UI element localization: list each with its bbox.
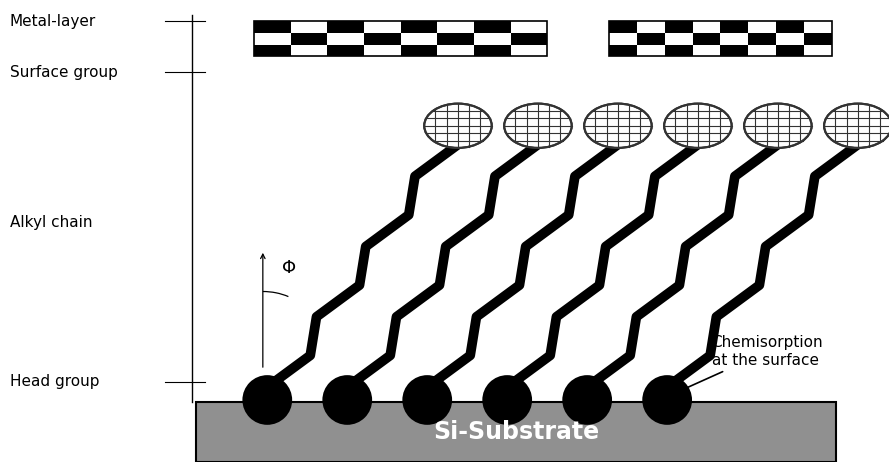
Bar <box>437 33 473 44</box>
Bar <box>473 44 511 56</box>
Bar <box>748 33 776 44</box>
Bar <box>511 21 547 33</box>
Bar <box>804 44 831 56</box>
Bar <box>473 21 511 33</box>
Text: Si-Substrate: Si-Substrate <box>433 420 599 444</box>
Text: Head group: Head group <box>10 374 99 389</box>
Ellipse shape <box>643 375 692 425</box>
Bar <box>291 33 328 44</box>
Text: Surface group: Surface group <box>10 65 117 80</box>
Bar <box>364 44 400 56</box>
Bar <box>610 44 637 56</box>
Bar <box>776 33 804 44</box>
Bar <box>364 21 400 33</box>
Bar <box>400 44 437 56</box>
Bar <box>254 21 547 56</box>
Bar <box>291 44 328 56</box>
Bar <box>254 21 291 33</box>
Bar <box>364 33 400 44</box>
Ellipse shape <box>425 104 492 148</box>
Bar <box>804 33 831 44</box>
Bar <box>511 33 547 44</box>
Bar <box>776 44 804 56</box>
Bar <box>637 21 665 33</box>
Bar <box>804 21 831 33</box>
Bar <box>665 33 692 44</box>
Bar <box>721 44 748 56</box>
Bar <box>328 44 364 56</box>
Bar <box>400 33 437 44</box>
Bar <box>610 21 637 33</box>
Ellipse shape <box>584 104 651 148</box>
Bar <box>610 33 637 44</box>
Ellipse shape <box>824 104 890 148</box>
Bar <box>254 33 291 44</box>
Bar <box>665 44 692 56</box>
Bar <box>721 21 748 33</box>
Bar <box>692 44 721 56</box>
Bar <box>748 44 776 56</box>
Text: Alkyl chain: Alkyl chain <box>10 215 92 230</box>
Bar <box>665 21 692 33</box>
Bar <box>291 21 328 33</box>
Ellipse shape <box>482 375 532 425</box>
Bar <box>610 21 831 56</box>
Bar <box>437 44 473 56</box>
Ellipse shape <box>562 375 612 425</box>
Ellipse shape <box>242 375 292 425</box>
Ellipse shape <box>504 104 571 148</box>
Bar <box>721 33 748 44</box>
Text: Chemisorption
at the surface: Chemisorption at the surface <box>667 335 823 397</box>
Bar <box>437 21 473 33</box>
Bar <box>748 21 776 33</box>
Bar <box>511 44 547 56</box>
Text: $\Phi$: $\Phi$ <box>280 259 295 277</box>
Bar <box>637 44 665 56</box>
Ellipse shape <box>402 375 452 425</box>
Bar <box>328 33 364 44</box>
Bar <box>637 33 665 44</box>
Bar <box>692 21 721 33</box>
Bar <box>473 33 511 44</box>
Ellipse shape <box>744 104 812 148</box>
Ellipse shape <box>664 104 732 148</box>
Bar <box>776 21 804 33</box>
Bar <box>328 21 364 33</box>
Bar <box>692 33 721 44</box>
Bar <box>196 402 836 463</box>
Bar <box>400 21 437 33</box>
Text: Metal-layer: Metal-layer <box>10 14 96 29</box>
Bar <box>254 44 291 56</box>
Ellipse shape <box>322 375 372 425</box>
